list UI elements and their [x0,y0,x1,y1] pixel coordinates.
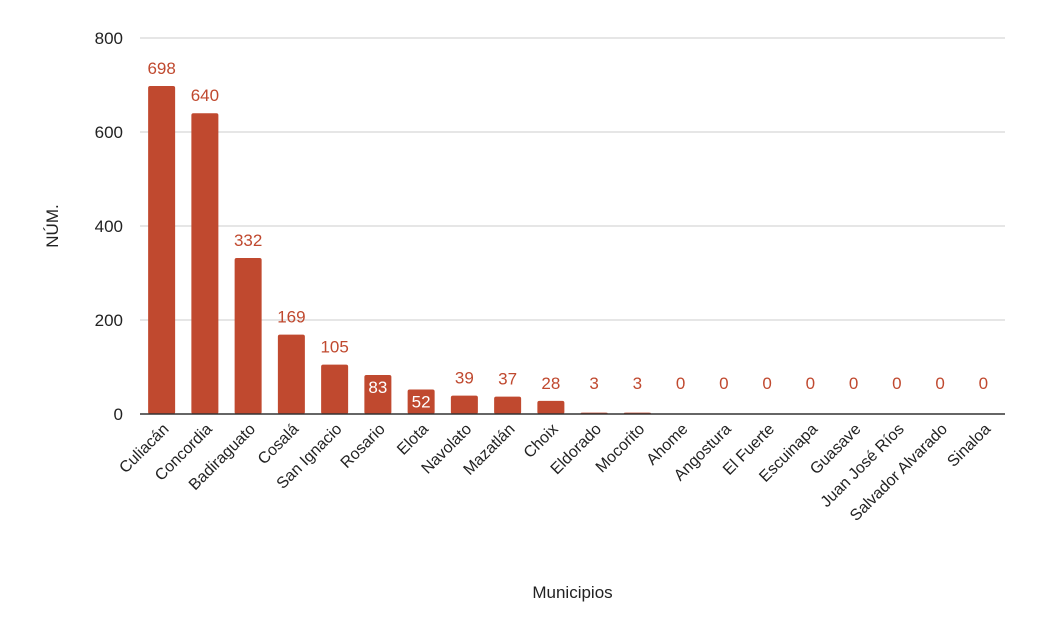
x-axis-title: Municipios [532,583,612,602]
data-label: 83 [368,378,387,397]
data-label: 0 [849,374,858,393]
y-axis-ticks: 0 200 400 600 800 [95,29,123,424]
y-tick-label: 0 [114,405,123,424]
y-tick-label: 400 [95,217,123,236]
data-label: 39 [455,369,474,388]
data-label: 52 [412,393,431,412]
x-tick-label: Sinaloa [944,421,994,471]
y-axis-title: NÚM. [43,204,62,247]
data-label: 0 [719,374,728,393]
data-label: 0 [979,374,988,393]
bar [321,364,349,414]
data-label: 0 [806,374,815,393]
data-label: 0 [892,374,901,393]
data-label: 3 [633,374,642,393]
bar [277,334,305,414]
bar [537,400,565,414]
y-tick-label: 800 [95,29,123,48]
data-label: 0 [676,374,685,393]
bar [407,389,435,414]
data-label: 640 [191,86,219,105]
bar [191,113,219,414]
bar [450,395,478,414]
y-tick-label: 600 [95,123,123,142]
data-label: 28 [541,374,560,393]
data-label: 0 [935,374,944,393]
gridlines [140,37,1005,321]
y-tick-label: 200 [95,311,123,330]
data-label: 3 [589,374,598,393]
data-label: 698 [147,59,175,78]
data-label: 332 [234,231,262,250]
data-labels: 698 640 332 169 105 83 52 39 37 28 3 3 0 0 0 0 0 0 0 0 [147,59,988,412]
data-label: 169 [277,308,305,327]
x-tick-label: Elota [394,421,432,459]
x-tick-label: Choix [521,421,562,462]
bars [148,85,651,414]
bar [494,396,522,414]
data-label: 0 [762,374,771,393]
bar [148,85,176,414]
bar [234,257,262,414]
data-label: 37 [498,370,517,389]
bar [364,374,392,414]
data-label: 105 [320,338,348,357]
x-tick-label: Rosario [338,421,389,472]
